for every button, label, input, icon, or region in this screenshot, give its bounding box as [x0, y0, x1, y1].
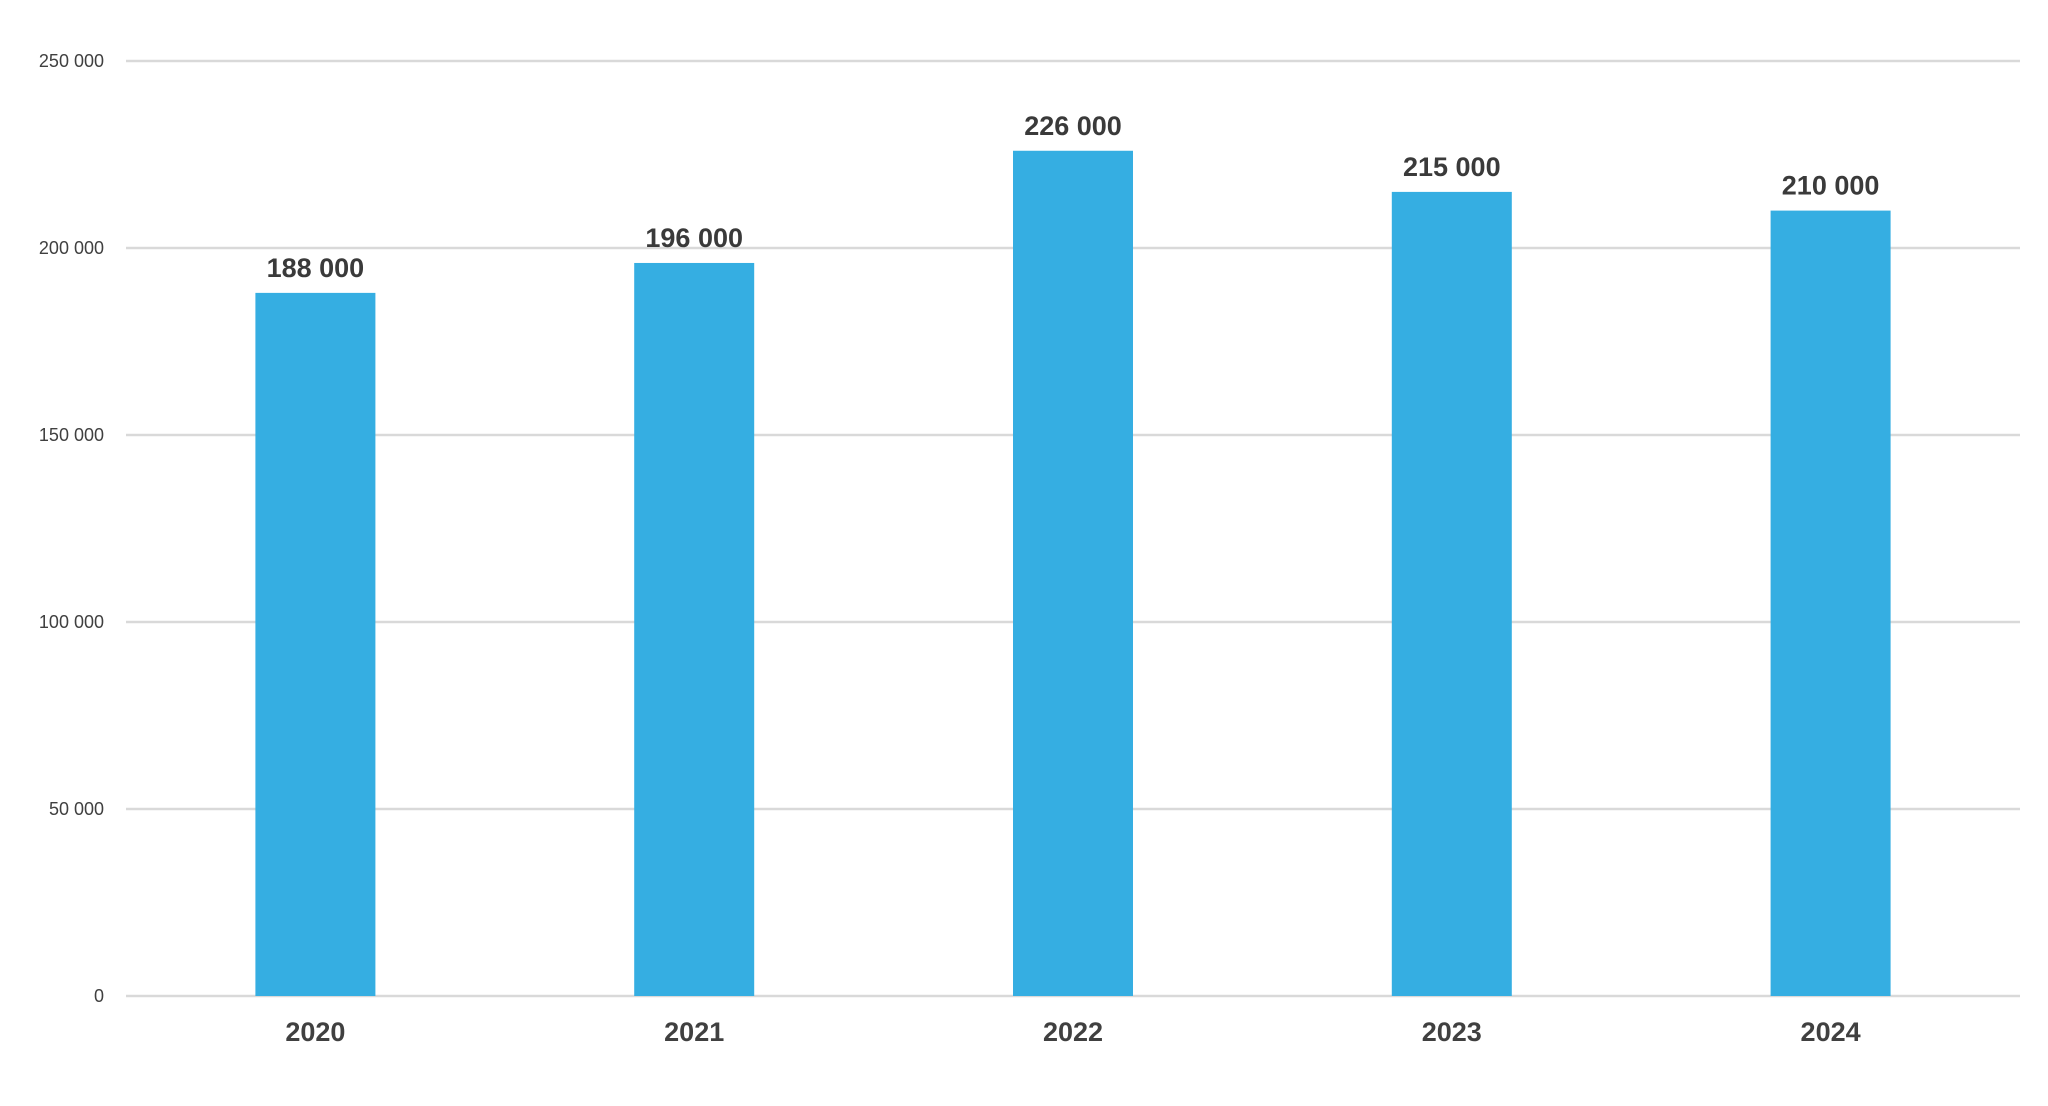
bar-2023 [1391, 191, 1512, 996]
data-labels: 188 000 196 000 226 000 215 000 210 000 [267, 111, 1880, 283]
y-tick-label: 50 000 [49, 799, 104, 819]
bar-2021 [634, 262, 755, 997]
data-label-2023: 215 000 [1403, 152, 1501, 182]
bar-2024 [1770, 210, 1891, 997]
x-tick-label-2023: 2023 [1422, 1017, 1482, 1047]
bar-2020 [255, 292, 376, 996]
y-tick-label: 0 [94, 986, 104, 1006]
y-axis-tick-labels: 0 50 000 100 000 150 000 200 000 250 000 [39, 51, 104, 1006]
data-label-2024: 210 000 [1782, 171, 1880, 201]
y-tick-label: 150 000 [39, 425, 104, 445]
x-tick-label-2020: 2020 [285, 1017, 345, 1047]
x-tick-label-2024: 2024 [1801, 1017, 1861, 1047]
x-tick-label-2022: 2022 [1043, 1017, 1103, 1047]
data-label-2020: 188 000 [267, 253, 365, 283]
y-tick-label: 100 000 [39, 612, 104, 632]
bars [255, 150, 1891, 997]
bar-2022 [1013, 150, 1133, 996]
x-axis-tick-labels: 2020 2021 2022 2023 2024 [285, 1017, 1860, 1047]
y-tick-label: 250 000 [39, 51, 104, 71]
x-tick-label-2021: 2021 [664, 1017, 724, 1047]
data-label-2021: 196 000 [645, 223, 743, 253]
y-tick-label: 200 000 [39, 238, 104, 258]
data-label-2022: 226 000 [1024, 111, 1122, 141]
